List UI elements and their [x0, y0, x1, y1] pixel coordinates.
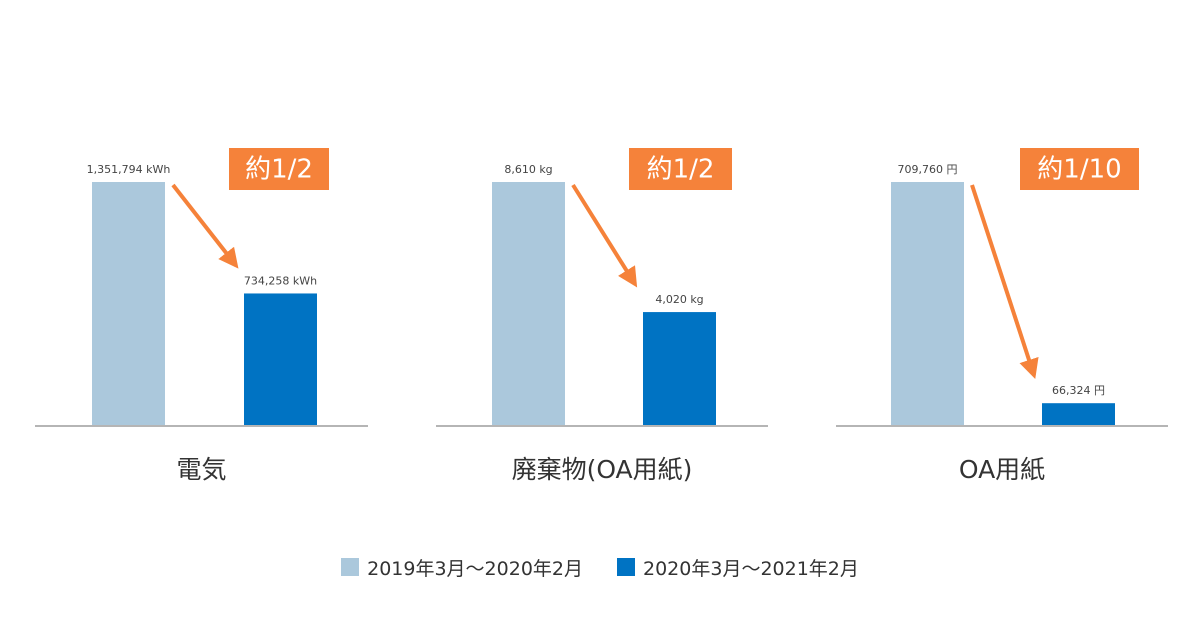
decrease-arrow-3	[970, 184, 1039, 380]
legend-swatch-before	[341, 558, 360, 576]
value-label-before-1: 1,351,794 kWh	[87, 163, 171, 176]
bar-before-2	[492, 182, 565, 426]
value-label-after-2: 4,020 kg	[655, 293, 703, 306]
annotation-text-2: 約1/2	[647, 155, 715, 185]
legend-swatch-after	[617, 558, 635, 576]
legend-label-after: 2020年3月～2021年2月	[643, 557, 859, 580]
value-label-before-3: 709,760 円	[898, 163, 958, 176]
value-label-after-1: 734,258 kWh	[244, 274, 317, 287]
annotation-box-2	[629, 148, 732, 190]
decrease-arrow-2	[571, 183, 638, 288]
category-label-1: 電気	[176, 455, 226, 484]
legend-item-before: 2019年3月～2020年2月	[341, 554, 583, 581]
decrease-arrow-1	[171, 183, 239, 269]
bar-after-1	[244, 293, 317, 426]
category-label-3: OA用紙	[959, 455, 1045, 484]
bar-after-2	[643, 312, 716, 426]
annotation-text-1: 約1/2	[245, 155, 313, 185]
annotation-box-1	[229, 148, 329, 190]
bar-before-1	[92, 182, 165, 426]
annotation-text-3: 約1/10	[1037, 155, 1121, 185]
category-label-2: 廃棄物(OA用紙)	[512, 455, 693, 484]
legend: 2019年3月～2020年2月 2020年3月～2021年2月	[0, 553, 1200, 581]
annotation-box-3	[1020, 148, 1139, 190]
bar-before-3	[891, 182, 964, 426]
value-label-after-3: 66,324 円	[1052, 384, 1105, 397]
legend-label-before: 2019年3月～2020年2月	[367, 557, 583, 580]
value-label-before-2: 8,610 kg	[504, 163, 552, 176]
bar-after-3	[1042, 403, 1115, 426]
legend-item-after: 2020年3月～2021年2月	[617, 554, 859, 581]
